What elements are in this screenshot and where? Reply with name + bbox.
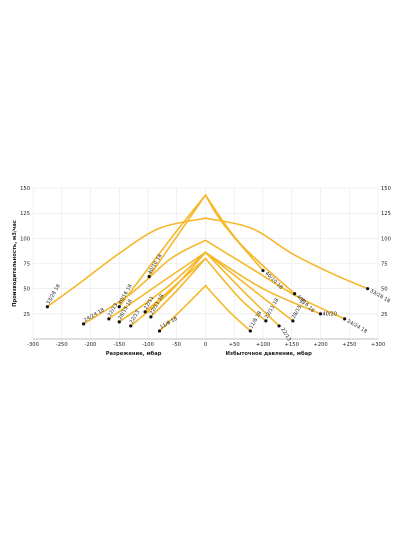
data-point xyxy=(366,287,370,291)
x-axis-title-right: Избыточное давление, мбар xyxy=(226,350,312,357)
data-point xyxy=(143,310,147,314)
data-point xyxy=(318,312,323,316)
point-label: 22/13 xyxy=(279,327,291,342)
data-point xyxy=(248,329,252,333)
y-tick-label-left: 75 xyxy=(23,262,30,268)
data-point xyxy=(45,305,49,309)
series-lines xyxy=(46,194,369,332)
axes: -300 -250 -200 -150 -100 -50 0 +50 +100 +150 +200 +… xyxy=(20,186,391,348)
y-tick-label-right: 150 xyxy=(381,186,391,192)
x-tick-label: -300 xyxy=(27,342,39,348)
data-point xyxy=(291,319,295,323)
data-point xyxy=(107,317,111,321)
data-points xyxy=(45,268,370,333)
series-line xyxy=(204,251,294,322)
point-label: 33/28 18 xyxy=(369,288,391,304)
series-line xyxy=(82,239,207,325)
x-tick-label: -50 xyxy=(173,342,181,348)
x-tick-label: +300 xyxy=(371,342,385,348)
series-line xyxy=(129,251,207,327)
y-tick-label-right: 75 xyxy=(381,262,388,268)
x-tick-label: 0 xyxy=(204,342,207,348)
x-tick-label: -200 xyxy=(85,342,97,348)
x-tick-label: +150 xyxy=(285,342,299,348)
x-tick-label: +50 xyxy=(229,342,240,348)
data-point xyxy=(82,322,86,326)
x-tick-label: +250 xyxy=(342,342,356,348)
x-tick-label: +100 xyxy=(256,342,270,348)
series-line xyxy=(204,217,369,290)
series-line xyxy=(150,257,207,318)
data-point xyxy=(277,324,281,328)
series-line xyxy=(158,284,207,332)
x-axis-title-left: Разрежение, мбар xyxy=(106,350,162,357)
data-point xyxy=(343,317,347,321)
series-line xyxy=(46,217,207,308)
data-point xyxy=(117,305,121,309)
x-tick-label: -250 xyxy=(56,342,68,348)
point-label: 11/8 18 xyxy=(248,310,263,330)
y-axis-title: Производительность, м3/час xyxy=(12,220,18,307)
y-tick-label-left: 50 xyxy=(23,287,30,293)
x-tick-label: -100 xyxy=(142,342,154,348)
series-line xyxy=(204,251,322,315)
data-point xyxy=(117,320,121,324)
y-tick-label-right: 100 xyxy=(381,236,391,242)
data-point xyxy=(293,292,297,296)
y-tick-label-left: 25 xyxy=(23,312,30,318)
y-tick-label-right: 125 xyxy=(381,211,391,217)
y-tick-label-left: 150 xyxy=(20,186,30,192)
point-label: 28/15 18 xyxy=(291,298,307,320)
point-label: 40/20 xyxy=(323,311,337,317)
series-line xyxy=(108,251,207,320)
x-tick-label: -150 xyxy=(113,342,125,348)
y-tick-label-right: 50 xyxy=(381,287,388,293)
point-label: 11/8 18 xyxy=(159,316,179,331)
data-point xyxy=(157,329,162,333)
series-line xyxy=(118,194,207,308)
series-line xyxy=(204,194,296,295)
y-tick-label-left: 100 xyxy=(20,236,30,242)
series-line xyxy=(204,257,267,322)
series-line xyxy=(204,284,252,332)
data-point xyxy=(129,324,133,328)
data-point xyxy=(264,319,268,323)
data-point xyxy=(149,315,153,319)
point-label: 24/24 18 xyxy=(83,307,105,323)
data-point xyxy=(147,274,151,279)
y-tick-label-left: 125 xyxy=(20,211,30,217)
series-line xyxy=(204,251,280,327)
point-label: 22/13 xyxy=(129,309,141,324)
data-point xyxy=(261,268,265,273)
x-tick-label: +200 xyxy=(313,342,327,348)
point-label: 22/13 xyxy=(107,302,119,317)
series-line xyxy=(204,239,346,320)
y-tick-label-right: 25 xyxy=(381,312,388,318)
series-line xyxy=(118,251,207,323)
